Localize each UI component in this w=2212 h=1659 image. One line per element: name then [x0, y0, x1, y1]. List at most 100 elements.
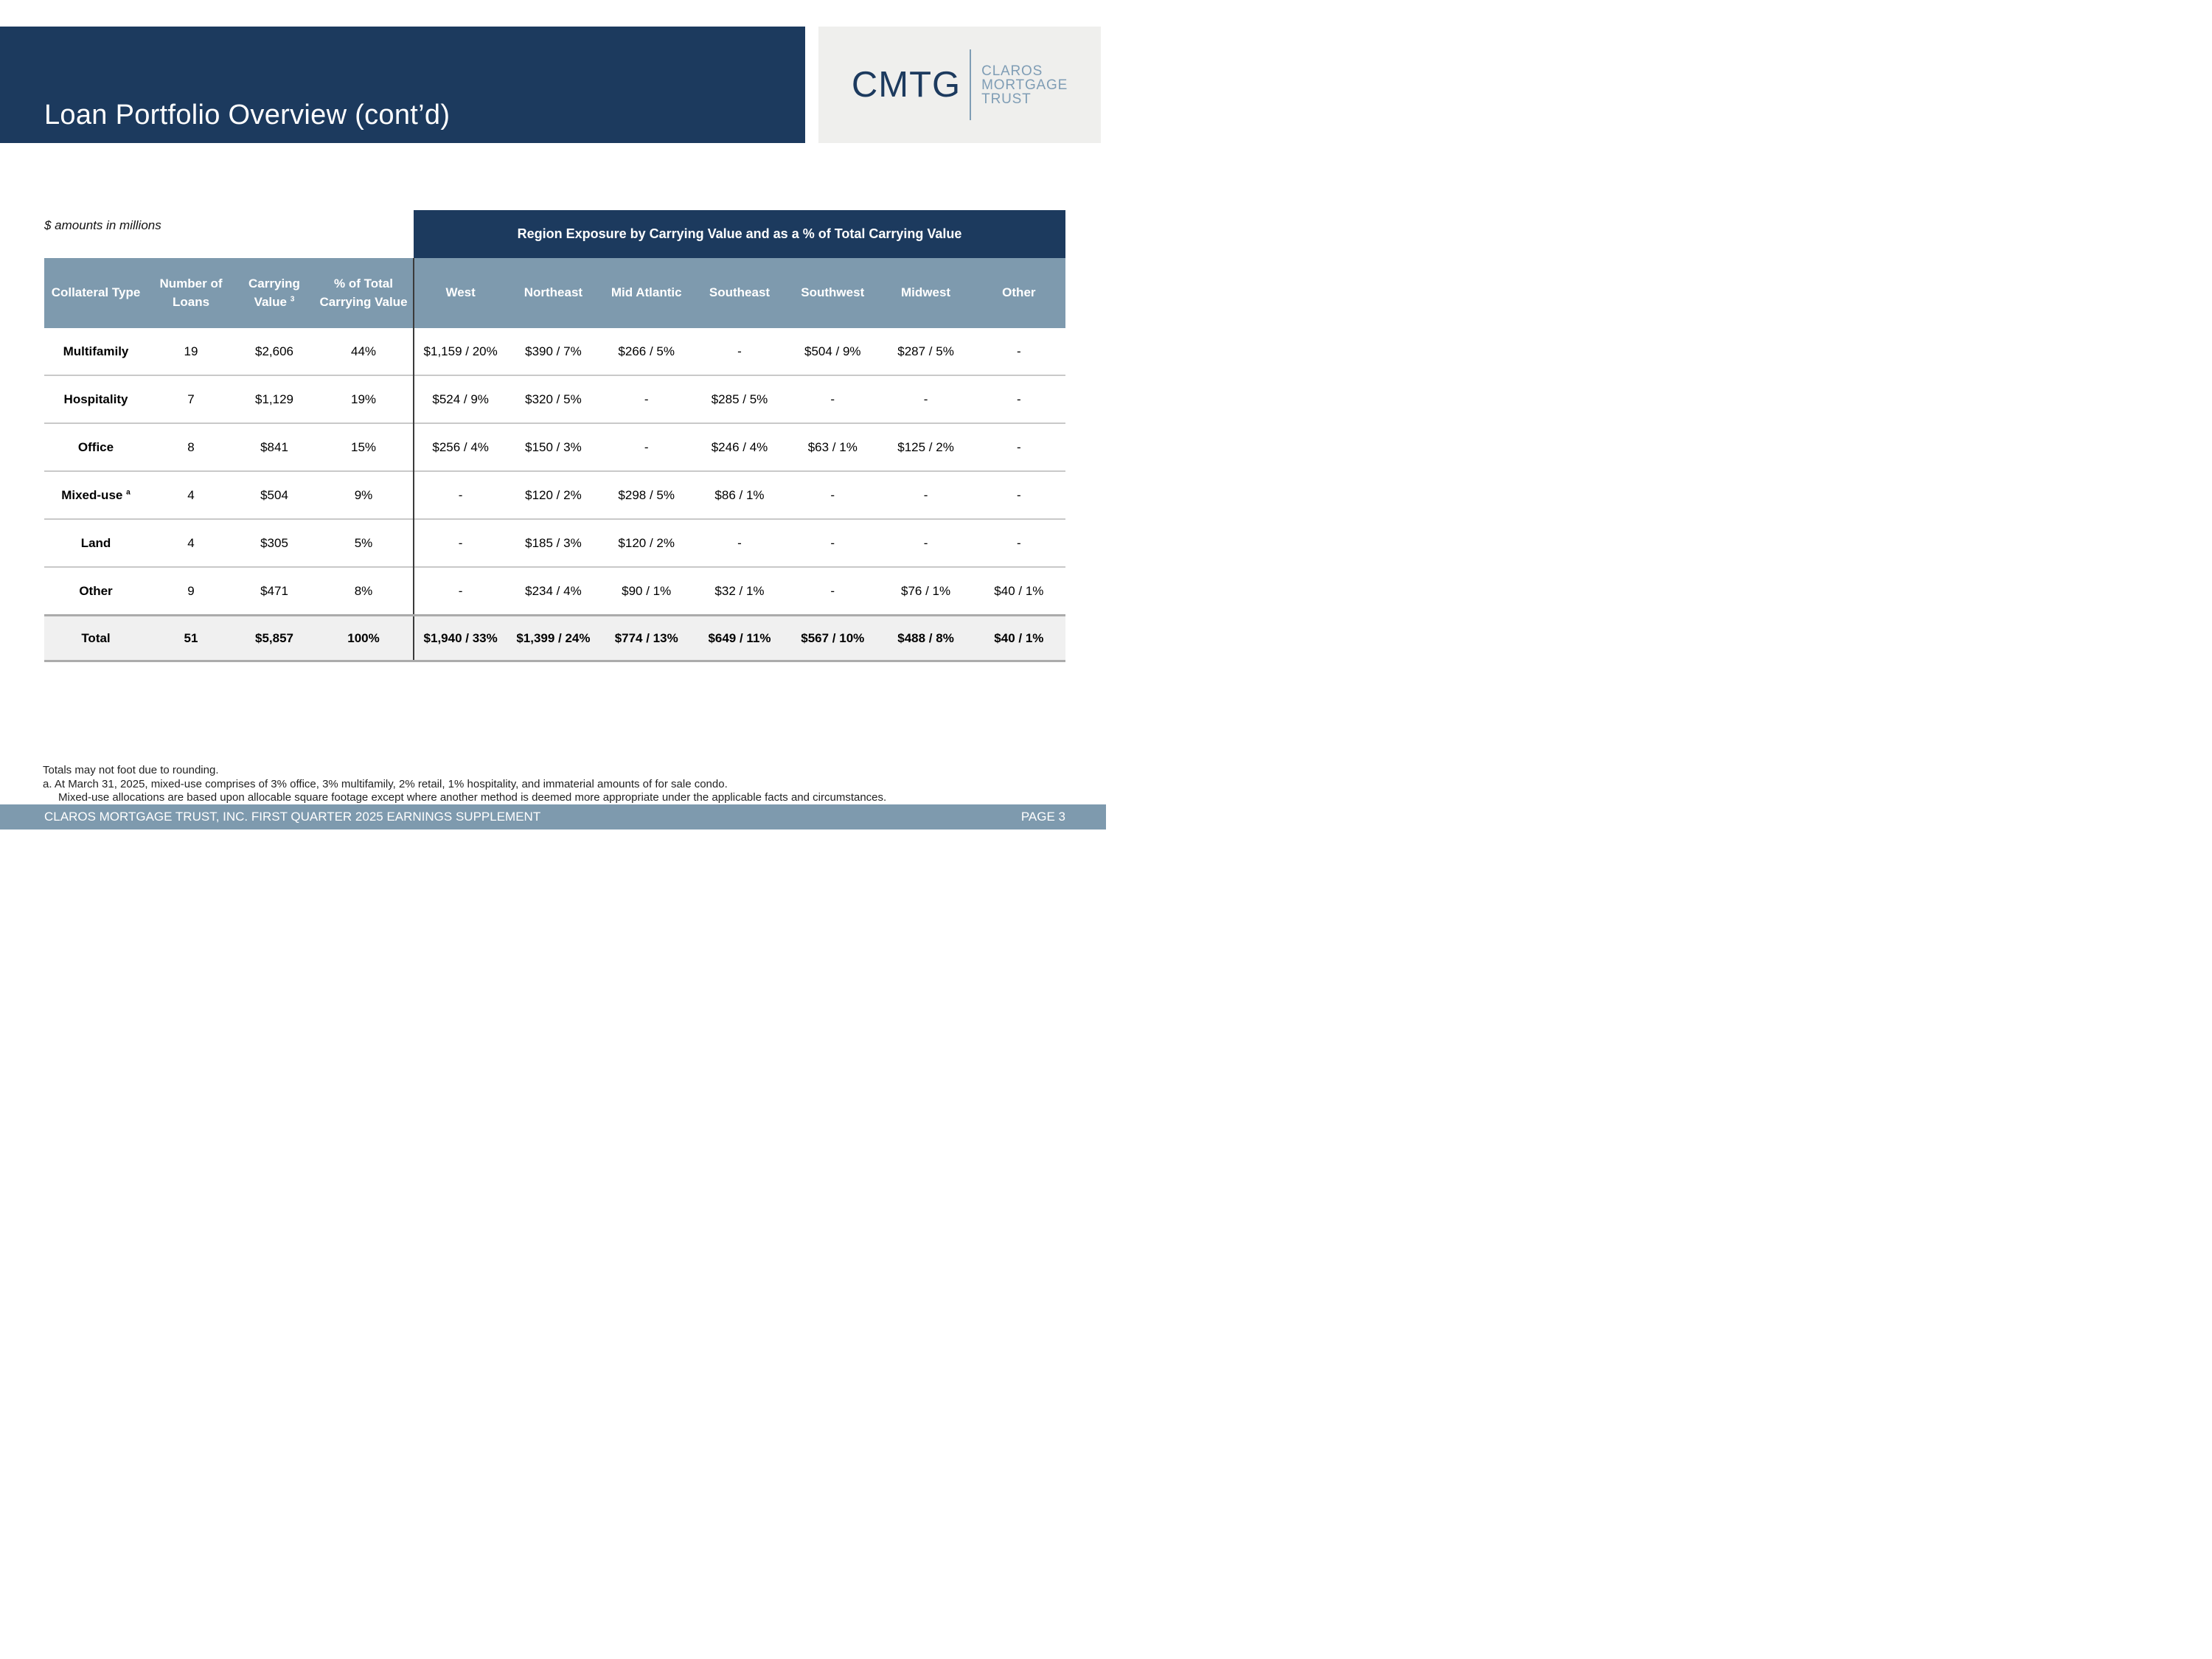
column-header: Southwest	[786, 258, 880, 328]
value-cell: $40 / 1%	[994, 630, 1044, 645]
value-cell: $841	[260, 439, 288, 454]
value-cell: -	[830, 487, 835, 502]
table-row: Mixed-use a 4 $504 9% - $120 / 2% $298 / 5% $86…	[44, 471, 1065, 519]
value-cell: 51	[184, 630, 198, 645]
value-cell: $649 / 11%	[708, 630, 771, 645]
value-cell: $1,940 / 33%	[412, 615, 507, 661]
value-cell: -	[1017, 439, 1021, 454]
footer-bar: CLAROS MORTGAGE TRUST, INC. FIRST QUARTE…	[0, 804, 1106, 830]
value-cell: $567 / 10%	[801, 630, 865, 645]
value-cell: $504	[260, 487, 288, 502]
value-cell: $298 / 5%	[618, 487, 675, 502]
value-cell: $120 / 2%	[525, 487, 582, 502]
region-exposure-banner: Region Exposure by Carrying Value and as…	[414, 210, 1065, 258]
value-cell: 44%	[350, 344, 377, 358]
value-cell: -	[830, 535, 835, 550]
value-cell: $150 / 3%	[525, 439, 582, 454]
collateral-type-cell: Hospitality	[63, 392, 128, 406]
logo-name-line: MORTGAGE	[981, 77, 1068, 93]
footnotes: Totals may not foot due to rounding. a. …	[43, 764, 886, 805]
column-header: Northeast	[507, 258, 600, 328]
value-cell: 19	[184, 344, 198, 358]
value-cell: $32 / 1%	[714, 583, 765, 598]
value-cell: $305	[260, 535, 288, 550]
column-header: Midwest	[879, 258, 973, 328]
loan-portfolio-table: Collateral Type Number of Loans Carrying V…	[44, 258, 1065, 662]
logo-divider	[970, 49, 972, 120]
loan-portfolio-table-wrap: Collateral Type Number of Loans Carrying V…	[44, 258, 1065, 662]
value-cell: -	[1017, 487, 1021, 502]
value-cell: -	[830, 583, 835, 598]
column-header: Mid Atlantic	[599, 258, 693, 328]
value-cell: $504 / 9%	[804, 344, 861, 358]
logo-acronym: CMTG	[851, 65, 961, 105]
value-cell: $1,159 / 20%	[412, 328, 507, 375]
value-cell: -	[644, 439, 649, 454]
value-cell: $524 / 9%	[412, 375, 507, 423]
value-cell: $488 / 8%	[897, 630, 954, 645]
table-row: Multifamily 19 $2,606 44% $1,159 / 20% $390 /…	[44, 328, 1065, 375]
collateral-type-cell: Multifamily	[63, 344, 129, 358]
value-cell: $120 / 2%	[618, 535, 675, 550]
footer-document-title: CLAROS MORTGAGE TRUST, INC. FIRST QUARTE…	[44, 810, 541, 824]
value-cell: $63 / 1%	[807, 439, 858, 454]
value-cell: $90 / 1%	[622, 583, 672, 598]
table-header-row: Collateral Type Number of Loans Carrying V…	[44, 258, 1065, 328]
column-header: West	[412, 258, 507, 328]
column-header: Southeast	[692, 258, 787, 328]
collateral-type-cell: Office	[77, 439, 114, 454]
page-title: Loan Portfolio Overview (cont’d)	[44, 100, 451, 131]
value-cell: 5%	[354, 535, 373, 550]
value-cell: -	[1017, 392, 1021, 406]
column-header: Collateral Type	[44, 258, 147, 328]
footnote-line: Totals may not foot due to rounding.	[43, 764, 219, 776]
table-row: Hospitality 7 $1,129 19% $524 / 9% $320 / 5% -…	[44, 375, 1065, 423]
column-header: Other	[972, 258, 1065, 328]
table-body: Multifamily 19 $2,606 44% $1,159 / 20% $390 /…	[44, 328, 1065, 661]
value-cell: $1,399 / 24%	[516, 630, 591, 645]
value-cell: $256 / 4%	[412, 423, 507, 471]
value-cell: -	[644, 392, 649, 406]
value-cell: $1,129	[255, 392, 293, 406]
title-band: Loan Portfolio Overview (cont’d)	[0, 27, 805, 143]
value-cell: 7	[187, 392, 195, 406]
value-cell: $76 / 1%	[900, 583, 951, 598]
value-cell: $246 / 4%	[711, 439, 768, 454]
collateral-type-cell: Other	[79, 583, 113, 598]
value-cell: $285 / 5%	[711, 392, 768, 406]
value-cell: -	[830, 392, 835, 406]
table-row: Office 8 $841 15% $256 / 4% $150 / 3% - $246 / …	[44, 423, 1065, 471]
value-cell: $287 / 5%	[897, 344, 954, 358]
table-row-total: Total 51 $5,857 100% $1,940 / 33% $1,399 / 24…	[44, 615, 1065, 661]
value-cell: -	[1017, 344, 1021, 358]
value-cell: -	[412, 519, 507, 567]
column-header: Carrying Value 3	[234, 258, 314, 328]
footnote-line: a. At March 31, 2025, mixed-use comprise…	[43, 777, 728, 790]
value-cell: -	[923, 392, 928, 406]
value-cell: $234 / 4%	[525, 583, 582, 598]
value-cell: $185 / 3%	[525, 535, 582, 550]
value-cell: 8%	[354, 583, 373, 598]
value-cell: $774 / 13%	[614, 630, 678, 645]
value-cell: 100%	[347, 630, 380, 645]
value-cell: $2,606	[255, 344, 293, 358]
value-cell: 9	[187, 583, 195, 598]
collateral-type-cell: Land	[80, 535, 111, 550]
value-cell: $5,857	[255, 630, 293, 645]
value-cell: -	[412, 471, 507, 519]
value-cell: $40 / 1%	[994, 583, 1044, 598]
logo-name-line: CLAROS	[981, 63, 1043, 79]
collateral-type-cell: Total	[81, 630, 111, 645]
value-cell: $320 / 5%	[525, 392, 582, 406]
value-cell: 15%	[350, 439, 377, 454]
value-cell: 19%	[350, 392, 377, 406]
value-cell: -	[412, 567, 507, 616]
value-cell: -	[737, 535, 742, 550]
value-cell: $471	[260, 583, 288, 598]
value-cell: $125 / 2%	[897, 439, 954, 454]
column-header: % of Total Carrying Value	[314, 258, 414, 328]
value-cell: 4	[187, 487, 195, 502]
company-logo: CMTG CLAROS MORTGAGE TRUST	[818, 27, 1101, 143]
value-cell: 9%	[354, 487, 373, 502]
footer-page-number: PAGE 3	[1020, 810, 1065, 824]
